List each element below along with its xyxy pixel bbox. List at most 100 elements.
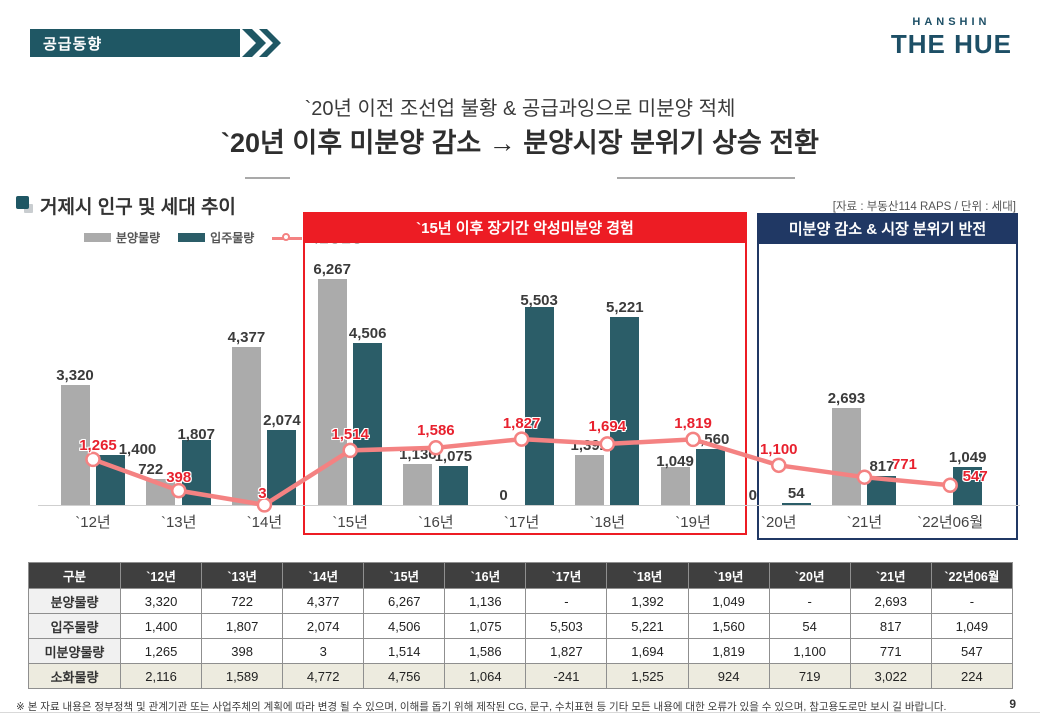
table-cell: 4,377 [282, 588, 365, 614]
title-underline-right [617, 177, 795, 179]
table-cell: 224 [930, 663, 1014, 689]
row-label-cell: 입주물량 [28, 613, 121, 639]
bar-value-label: 5,221 [606, 298, 644, 316]
table-cell: 1,049 [930, 613, 1014, 639]
section-badge: 공급동향 [30, 29, 284, 57]
table-cell: 2,693 [849, 588, 932, 614]
brand-logo: HANSHIN THE HUE [891, 16, 1012, 60]
table-cell: -241 [525, 663, 608, 689]
table-header-cell: `17년 [525, 562, 608, 589]
table-cell: 719 [768, 663, 851, 689]
row-label-cell: 분양물량 [28, 588, 121, 614]
sale-bar [60, 385, 90, 505]
chart-baseline [38, 505, 1020, 506]
table-cell: 1,136 [444, 588, 527, 614]
bar-value-label: 1,807 [177, 425, 215, 443]
movein-bar [524, 306, 554, 505]
axis-category-label: `15년 [332, 514, 368, 531]
table-header-cell: `12년 [119, 562, 203, 589]
movein-bar [438, 466, 468, 505]
bar-value-label: 2,074 [263, 412, 301, 430]
table-header-cell: `18년 [606, 562, 689, 589]
movein-bar [96, 454, 125, 505]
table-cell: 54 [768, 613, 851, 639]
table-cell: 1,589 [201, 663, 284, 689]
band-box-header: 미분양 감소 & 시장 분위기 반전 [757, 213, 1018, 244]
title-subline: `20년 이전 조선업 불황 & 공급과잉으로 미분양 적체 [304, 98, 736, 120]
table-cell: 1,827 [525, 638, 608, 664]
table-header-cell: `13년 [201, 562, 284, 589]
section-badge-label: 공급동향 [30, 29, 240, 57]
table-cell: 4,756 [363, 663, 446, 689]
table-cell: 1,392 [606, 588, 689, 614]
legend-item-movein: 입주물량 [178, 229, 254, 246]
bar-value-label: 1,049 [948, 449, 987, 467]
table-header-cell: `19년 [687, 562, 770, 589]
band-box: 미분양 감소 & 시장 분위기 반전 [757, 213, 1018, 540]
table-row: 분양물량 3,320 722 4,377 6,267 1,136-1,392 1,049-2… [28, 588, 1014, 614]
table-cell: 398 [201, 638, 284, 664]
movein-swatch-icon [178, 233, 206, 242]
line-value-label: 1,100 [759, 441, 798, 459]
table-header-cell: `20년 [768, 562, 851, 589]
axis-category-label: `12년 [75, 514, 111, 531]
data-source-note: [자료 : 부동산114 RAPS / 단위 : 세대] [832, 201, 1016, 213]
table-cell: 3,022 [849, 663, 932, 689]
table-row: 소화물량 2,116 1,589 4,772 4,756 1,064 -241 1,525 92… [28, 663, 1014, 689]
movein-bar [696, 448, 726, 505]
table-cell: 1,049 [687, 588, 770, 614]
table-cell: 1,525 [606, 663, 689, 689]
table-cell: 924 [687, 663, 770, 689]
brand-logo-main: THE HUE [890, 29, 1012, 59]
table-cell: 5,503 [525, 613, 608, 639]
title-underline-left [245, 177, 290, 179]
legend-label-sale: 분양물량 [116, 231, 161, 245]
table-cell: - [525, 588, 608, 614]
sale-bar [317, 279, 347, 505]
bar-value-label: 4,506 [348, 324, 387, 342]
table-cell: 771 [849, 638, 932, 664]
sale-bar [660, 467, 690, 505]
table-cell: 2,074 [282, 613, 365, 639]
table-header-cell: `14년 [282, 562, 365, 589]
table-cell: 4,772 [282, 663, 365, 689]
table-cell: 1,265 [119, 638, 203, 664]
band-box-header: `15년 이후 장기간 악성미분양 경험 [303, 212, 747, 243]
table-cell: 547 [930, 638, 1014, 664]
movein-bar [781, 503, 811, 505]
line-value-label: 771 [891, 456, 917, 474]
line-value-label: 3 [258, 484, 267, 502]
bar-value-label: 3,320 [56, 367, 94, 385]
line-value-label: 398 [166, 468, 192, 486]
bar-value-label: 6,267 [313, 261, 351, 278]
table-body: 분양물량 3,320 722 4,377 6,267 1,136-1,392 1,049-2… [28, 588, 1014, 689]
page-number: 9 [1009, 697, 1016, 711]
table-cell: 4,506 [363, 613, 446, 639]
bar-value-label: 5,503 [520, 291, 558, 309]
sale-bar [574, 454, 604, 505]
chart-section-title: 거제시 인구 및 세대 추이 [40, 197, 236, 218]
axis-category-label: `19년 [675, 514, 711, 531]
table-cell: 817 [849, 613, 932, 639]
axis-category-label: `21년 [846, 514, 883, 531]
line-value-label: 1,265 [79, 437, 117, 455]
table-header-cell: `21년 [849, 562, 932, 589]
axis-category-label: `13년 [160, 514, 197, 531]
axis-category-label: `20년 [761, 514, 797, 531]
sale-bar [403, 464, 433, 505]
table-header-cell: `15년 [363, 562, 446, 589]
table-cell: 2,116 [119, 663, 203, 689]
table-cell: 1,819 [687, 638, 770, 664]
chevron-right-icon [242, 29, 281, 57]
title-mainline: `20년 이후 미분양 감소 → 분양시장 분위기 상승 전환 [221, 128, 819, 158]
row-label-cell: 소화물량 [28, 663, 121, 689]
line-value-label: 1,586 [417, 421, 455, 439]
table-cell: 1,514 [363, 638, 446, 664]
table-cell: 3,320 [119, 588, 203, 614]
line-value-label: 1,514 [331, 426, 369, 444]
bar-value-label: 4,377 [227, 329, 266, 347]
bar-value-label: 1,075 [434, 448, 473, 466]
movein-bar [867, 475, 897, 505]
table-header-cell: `22년06월 [930, 562, 1014, 589]
